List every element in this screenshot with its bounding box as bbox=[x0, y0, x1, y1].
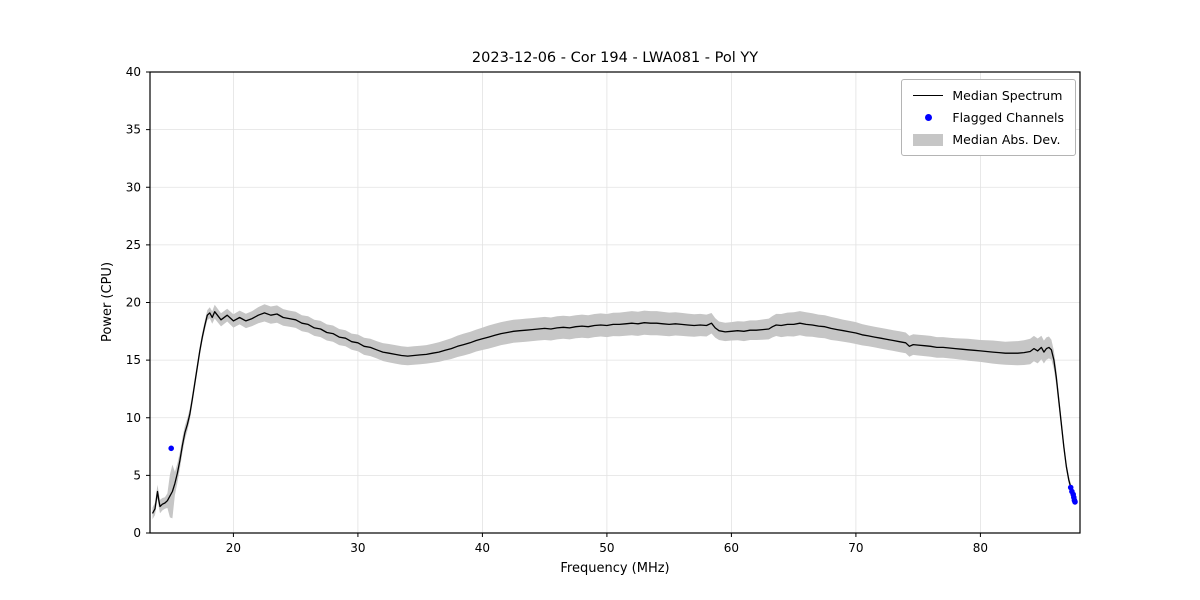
x-tick-label: 80 bbox=[973, 541, 988, 555]
x-tick-label: 50 bbox=[599, 541, 614, 555]
mad-band-swatch-icon bbox=[913, 133, 944, 146]
y-tick-label: 25 bbox=[126, 238, 141, 252]
y-tick-label: 40 bbox=[126, 65, 141, 79]
legend-item-median-spectrum: Median Spectrum bbox=[913, 88, 1064, 103]
legend-item-mad-band: Median Abs. Dev. bbox=[913, 132, 1064, 147]
x-tick-label: 20 bbox=[226, 541, 241, 555]
x-tick-label: 30 bbox=[350, 541, 365, 555]
y-tick-label: 5 bbox=[133, 468, 141, 482]
y-tick-label: 35 bbox=[126, 123, 141, 137]
axis-tick-labels: 20 30 40 50 60 70 80 0 5 10 15 20 25 30 35 40 bbox=[126, 65, 988, 555]
gridlines bbox=[150, 71, 1080, 534]
flagged-dot-swatch-icon bbox=[913, 114, 943, 121]
flagged-channel-dot bbox=[1072, 499, 1078, 505]
flagged-channel-dot bbox=[168, 445, 174, 452]
median-spectrum-line bbox=[151, 311, 1076, 514]
x-axis-label: Frequency (MHz) bbox=[560, 561, 669, 576]
x-tick-label: 60 bbox=[724, 541, 739, 555]
mad-band bbox=[152, 304, 1075, 520]
y-tick-label: 20 bbox=[126, 296, 141, 310]
x-tick-label: 40 bbox=[475, 541, 490, 555]
legend: Median Spectrum Flagged Channels Median … bbox=[901, 79, 1076, 156]
legend-label: Median Abs. Dev. bbox=[952, 132, 1061, 147]
y-tick-label: 10 bbox=[126, 411, 141, 425]
legend-label: Flagged Channels bbox=[952, 110, 1064, 125]
chart-title: 2023-12-06 - Cor 194 - LWA081 - Pol YY bbox=[472, 50, 758, 66]
y-axis-label: Power (CPU) bbox=[100, 262, 115, 342]
median-line-swatch-icon bbox=[913, 95, 944, 96]
y-tick-label: 30 bbox=[126, 180, 141, 194]
legend-label: Median Spectrum bbox=[952, 88, 1063, 103]
y-tick-label: 15 bbox=[126, 353, 141, 367]
y-tick-label: 0 bbox=[133, 526, 141, 540]
x-tick-label: 70 bbox=[848, 541, 863, 555]
flagged-channels-points bbox=[168, 445, 1078, 505]
legend-item-flagged-channels: Flagged Channels bbox=[913, 110, 1064, 125]
axis-ticks bbox=[146, 71, 981, 537]
